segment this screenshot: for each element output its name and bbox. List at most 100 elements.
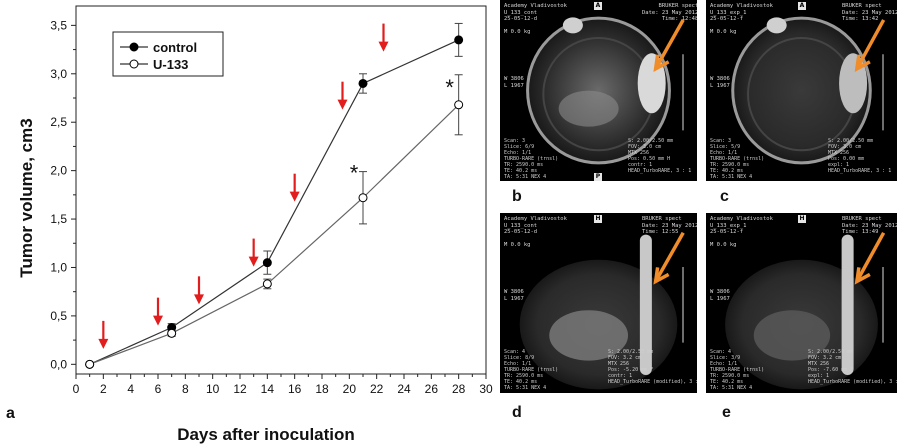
indicator-arrow-head: [854, 54, 871, 72]
panel-header-left: Academy Vladivostok U_133_cont 25-05-12-…: [504, 216, 567, 248]
data-point: [454, 35, 464, 45]
head-outline: [731, 16, 872, 165]
legend: control U-133: [112, 31, 224, 77]
data-point: [358, 78, 368, 88]
x-tick-label: 2: [100, 382, 107, 396]
panel-header-left: Academy Vladivostok U_133_exp_1 25-05-12…: [710, 3, 773, 35]
panel-footer-right: S: 2.00/2.50 mm FOV: 3.0 cm MTX 256 Pos:…: [828, 138, 892, 174]
y-tick-label: 2,0: [50, 164, 67, 178]
mri-image-d: [519, 231, 685, 390]
data-point: [358, 193, 368, 203]
tumor-volume-chart: 0 2 4 6 8 10 12 14 16 18 20 22 24 26 28 300,00,51,01,52…: [6, 5, 493, 444]
x-tick-label: 20: [343, 382, 357, 396]
mri-image-c: [731, 16, 886, 165]
organ-region: [549, 310, 629, 361]
legend-label: control: [153, 40, 197, 55]
indicator-arrow: [855, 231, 886, 283]
mri-panel-b: Academy Vladivostok U_133_cont 25-05-12-…: [500, 0, 697, 181]
panel-header-right: BRUKER spect Date: 23 May 2012 Time: 12:…: [642, 216, 697, 235]
x-tick-label: 22: [370, 382, 384, 396]
y-tick-label: 3,0: [50, 67, 67, 81]
x-tick-label: 28: [452, 382, 466, 396]
bright-region: [558, 90, 619, 127]
indicator-arrow-head: [653, 267, 670, 285]
tumor-strip: [639, 234, 652, 375]
window-level: W 3806 L 1967: [710, 76, 730, 89]
panel-header-left: Academy Vladivostok U_133_exp_1 25-05-12…: [710, 216, 773, 248]
y-tick-label: 3,5: [50, 18, 67, 32]
legend-box: [112, 31, 224, 77]
orientation-marker: H: [594, 215, 602, 223]
head-outline: [526, 16, 671, 165]
panel-label-b: b: [512, 188, 522, 205]
orientation-marker: A: [798, 2, 806, 10]
mri-image-b: [526, 16, 685, 165]
arrow-head: [98, 338, 109, 349]
indicator-arrow: [654, 231, 685, 283]
legend-label: U-133: [153, 57, 188, 72]
mri-panel-e: Academy Vladivostok U_133_exp_1 25-05-12…: [706, 213, 897, 393]
arrow-head: [153, 315, 163, 326]
window-level: W 3806 L 1967: [504, 289, 524, 302]
x-tick-label: 6: [155, 382, 162, 396]
orientation-marker: A: [594, 2, 602, 10]
panel-header-left: Academy Vladivostok U_133_cont 25-05-12-…: [504, 3, 567, 35]
treatment-arrow: [98, 320, 109, 349]
data-point: [454, 100, 464, 110]
panel-footer-right: S: 2.00/2.50 mm FOV: 3.2 cm MTX 256 Pos:…: [808, 349, 897, 385]
x-tick-label: 30: [479, 382, 493, 396]
organ-region: [753, 310, 831, 361]
panel-header-right: BRUKER spect Date: 23 May 2012 Time: 13:…: [842, 3, 897, 22]
significance-marker: *: [350, 160, 359, 185]
data-point: [167, 328, 177, 338]
data-point: [262, 258, 272, 268]
tumor-mass: [839, 53, 868, 114]
tumor-mass: [637, 53, 666, 114]
indicator-arrow-head: [854, 267, 871, 285]
window-level: W 3806 L 1967: [504, 76, 524, 89]
panel-footer-right: S: 2.00/2.50 mm FOV: 3.2 cm MTX 256 Pos:…: [608, 349, 697, 385]
y-axis-label: Tumor volume, cm3: [17, 118, 36, 277]
panel-label-d: d: [512, 404, 522, 421]
indicator-arrow: [855, 19, 886, 70]
x-tick-label: 18: [315, 382, 329, 396]
treatment-arrow: [248, 238, 259, 267]
orientation-marker: P: [594, 173, 602, 181]
treatment-arrow: [337, 81, 348, 110]
eye-structure: [562, 17, 583, 34]
indicator-arrow: [654, 19, 685, 70]
panel-footer-left: Scan: 4 Slice: 3/9 Echo: 1/1 TURBO-RARE …: [710, 349, 765, 391]
arrow-head: [194, 294, 204, 305]
x-tick-label: 14: [261, 382, 275, 396]
panel-label-c: c: [720, 188, 729, 205]
mri-panel-d: Academy Vladivostok U_133_cont 25-05-12-…: [500, 213, 697, 393]
treatment-arrow: [153, 297, 163, 326]
series-line-u133: [89, 104, 460, 365]
panel-header-right: BRUKER spect Date: 23 May 2012 Time: 13:…: [842, 216, 897, 235]
x-tick-label: 4: [127, 382, 134, 396]
x-tick-label: 24: [397, 382, 411, 396]
x-tick-label: 10: [206, 382, 220, 396]
mri-image-e: [725, 231, 886, 390]
panel-footer-left: Scan: 3 Slice: 5/9 Echo: 1/1 TURBO-RARE …: [710, 138, 765, 180]
panel-label-a: a: [6, 405, 15, 422]
indicator-arrow-head: [653, 54, 670, 72]
x-axis-label: Days after inoculation: [177, 425, 355, 444]
y-tick-label: 2,5: [50, 115, 67, 129]
x-tick-label: 0: [73, 382, 80, 396]
arrow-head: [248, 256, 259, 267]
x-tick-label: 16: [288, 382, 302, 396]
y-tick-label: 1,5: [50, 212, 67, 226]
panel-header-right: BRUKER spect Date: 23 May 2012 Time: 12:…: [642, 3, 697, 22]
y-tick-label: 0,5: [50, 309, 67, 323]
treatment-arrow: [289, 173, 300, 202]
x-tick-label: 8: [182, 382, 189, 396]
eye-structure: [766, 17, 787, 34]
arrow-head: [289, 191, 300, 202]
treatment-arrow: [194, 276, 204, 305]
x-tick-label: 26: [425, 382, 439, 396]
window-level: W 3806 L 1967: [710, 289, 730, 302]
panel-label-e: e: [722, 404, 731, 421]
mri-panel-c: Academy Vladivostok U_133_exp_1 25-05-12…: [706, 0, 897, 181]
series-line-control: [89, 39, 459, 365]
